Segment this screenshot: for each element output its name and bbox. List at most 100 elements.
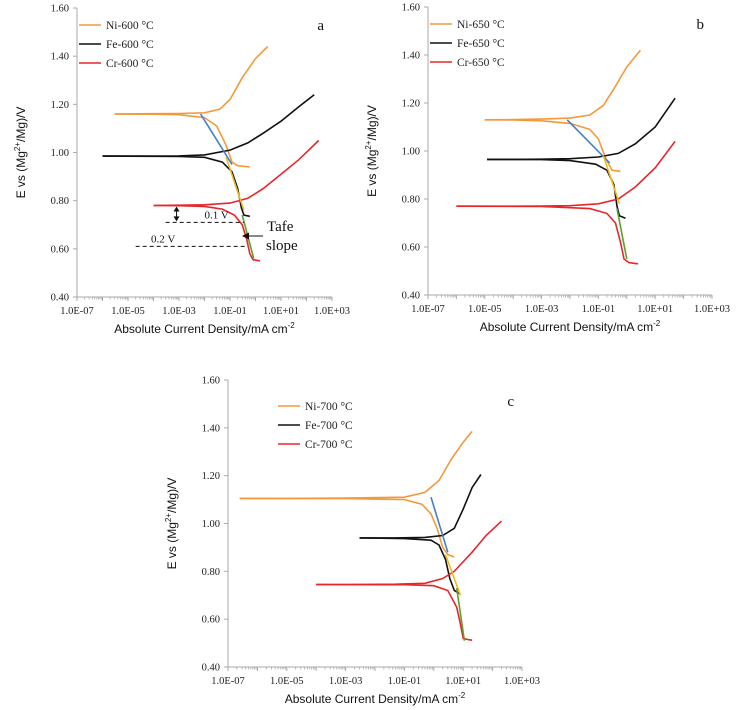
y-axis-title-sup: 2+ [164, 513, 173, 522]
y-tick-label: 1.00 [202, 519, 220, 530]
y-axis-title-pre: E vs (Mg [365, 150, 379, 197]
panel-label: a [317, 18, 324, 34]
y-tick-label: 1.00 [51, 148, 69, 159]
y-tick-label: 1.60 [51, 4, 69, 15]
x-tick-label: 1.0E+03 [694, 304, 730, 315]
panel-label: b [697, 17, 705, 33]
x-tick-label: 1.0E-05 [111, 306, 145, 317]
y-axis-title-post: /Mg)/V [165, 478, 179, 513]
tafel-fit-green [616, 208, 628, 260]
x-tick-label: 1.0E-01 [388, 676, 422, 687]
y-tick-label: 0.40 [202, 663, 220, 674]
x-tick-label: 1.0E+01 [445, 676, 481, 687]
y-tick-label: 1.20 [51, 100, 69, 111]
x-tick-label: 1.0E-07 [211, 676, 245, 687]
y-tick-label: 1.40 [202, 423, 220, 434]
y-axis-title-post: /Mg)/V [14, 107, 28, 142]
x-axis-title-sup: -2 [288, 321, 296, 330]
chart-panel-c: 0.40 0.60 0.80 1.00 1.20 1.40 1.60 1.0E-07 1.0E-… [164, 376, 540, 707]
tafel-fit-yellow [602, 155, 621, 205]
x-tick-label: 1.0E-03 [329, 676, 363, 687]
arrow-head-down-icon [173, 216, 180, 222]
y-axis-title: E vs (Mg2+/Mg)/V [13, 107, 28, 199]
x-tick-label: 1.0E+03 [314, 306, 350, 317]
series-fe-cathodic [359, 537, 461, 595]
tafel-fit-green [455, 587, 466, 641]
tafel-fit-yellow [444, 554, 462, 596]
x-tick-label: 1.0E-05 [270, 676, 304, 687]
x-axis-title-main: Absolute Current Density/mA cm [480, 320, 653, 334]
series-cr-anodic [456, 140, 676, 207]
y-axis-title-sup: 2+ [13, 142, 22, 151]
tafel-fit-blue [566, 119, 611, 164]
y-tick-label: 0.60 [402, 243, 420, 254]
legend-entry-cr: Cr-600 °C [106, 58, 154, 70]
y-axis-title-sup: 2+ [364, 140, 373, 149]
x-tick-label: 1.0E+01 [637, 304, 673, 315]
legend-entry-cr: Cr-650 °C [457, 57, 505, 69]
annotation-0-1v: 0.1 V [205, 209, 229, 221]
x-tick-label: 1.0E-03 [525, 304, 559, 315]
x-axis-title: Absolute Current Density/mA cm-2 [480, 319, 661, 334]
legend-entry-ni: Ni-600 °C [106, 20, 154, 32]
x-tick-label: 1.0E-03 [162, 306, 196, 317]
series-ni-cathodic [484, 119, 621, 173]
y-tick-label: 1.40 [51, 52, 69, 63]
tafel-fit-yellow [225, 157, 245, 211]
annotation-tafel-2: slope [266, 238, 298, 254]
annotation-tafel-1: Tafe [267, 219, 294, 235]
x-tick-label: 1.0E+01 [263, 306, 299, 317]
y-tick-label: 0.60 [51, 244, 69, 255]
legend-entry-ni: Ni-650 °C [457, 19, 505, 31]
y-tick-label: 1.00 [402, 147, 420, 158]
tafel-fit-blue [199, 113, 233, 165]
legend-entry-cr: Cr-700 °C [305, 439, 353, 451]
y-tick-label: 1.60 [202, 376, 220, 387]
legend-entry-ni: Ni-700 °C [305, 401, 353, 413]
x-axis-title: Absolute Current Density/mA cm-2 [285, 691, 466, 706]
series-ni-anodic [239, 430, 473, 500]
y-axis-title-pre: E vs (Mg [14, 151, 28, 198]
x-tick-label: 1.0E-01 [582, 304, 616, 315]
y-tick-label: 1.20 [402, 99, 420, 110]
y-tick-label: 0.60 [202, 615, 220, 626]
y-tick-label: 0.80 [402, 195, 420, 206]
series-ni-anodic [114, 45, 269, 115]
legend-entry-fe: Fe-700 °C [305, 420, 353, 432]
y-tick-label: 1.20 [202, 471, 220, 482]
y-axis-title: E vs (Mg2+/Mg)/V [364, 105, 379, 197]
series-cr-cathodic [316, 583, 473, 641]
chart-panel-b: 0.40 0.60 0.80 1.00 1.20 1.40 1.60 1.0E-07 1.0E-… [364, 3, 730, 335]
x-axis-title-main: Absolute Current Density/mA cm [114, 322, 287, 336]
y-tick-label: 0.80 [51, 196, 69, 207]
series-ni-anodic [484, 49, 642, 121]
y-tick-label: 0.40 [51, 293, 69, 304]
series-cr-anodic [153, 139, 320, 207]
y-tick-label: 0.80 [202, 567, 220, 578]
tafel-pointer-arrow-icon [242, 232, 249, 240]
y-tick-label: 1.60 [402, 3, 420, 14]
legend-entry-fe: Fe-650 °C [457, 38, 505, 50]
chart-panel-a: 0.40 0.60 0.80 1.00 1.20 1.40 1.60 1.0E-07 1.0E-… [13, 4, 350, 337]
tafel-fit-blue [430, 496, 449, 553]
series-fe-cathodic [102, 155, 250, 218]
series-fe-anodic [487, 97, 676, 161]
arrow-head-up-icon [173, 206, 180, 212]
x-axis-title-sup: -2 [458, 691, 466, 700]
series-ni-cathodic [239, 497, 455, 558]
series-fe-cathodic [486, 158, 626, 219]
annotation-0-2v: 0.2 V [151, 233, 175, 245]
y-axis-title-pre: E vs (Mg [165, 522, 179, 569]
x-tick-label: 1.0E-01 [213, 306, 247, 317]
x-axis-title-main: Absolute Current Density/mA cm [285, 692, 458, 706]
series-ni-cathodic [114, 113, 250, 168]
y-axis-title: E vs (Mg2+/Mg)/V [164, 478, 179, 570]
series-cr-cathodic [456, 205, 639, 265]
y-tick-label: 1.40 [402, 51, 420, 62]
x-axis-title-sup: -2 [653, 319, 661, 328]
series-cr-cathodic [153, 204, 261, 262]
panel-label: c [507, 394, 514, 410]
series-fe-anodic [359, 474, 482, 539]
x-tick-label: 1.0E+03 [504, 676, 540, 687]
